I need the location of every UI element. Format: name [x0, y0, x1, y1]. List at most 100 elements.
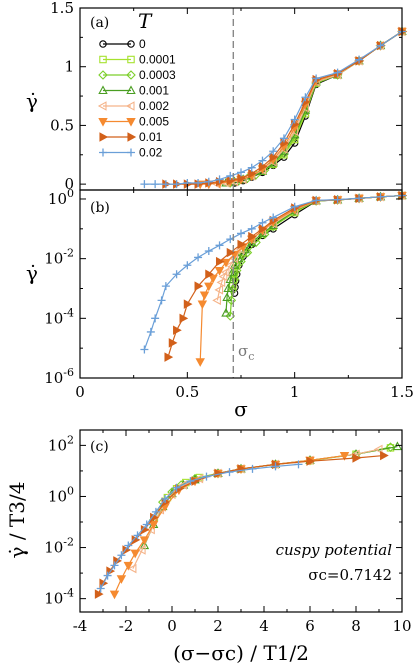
data-point-0.005 [123, 561, 134, 571]
data-point-0.005 [208, 274, 218, 284]
panel-label-a: (a) [90, 15, 109, 31]
series-line-0 [233, 194, 403, 294]
data-point-0.0003 [231, 265, 242, 276]
y-tick-exponent: 0 [67, 484, 74, 497]
data-point-0.02 [157, 296, 166, 305]
legend-marker-0.002 [97, 101, 107, 111]
x-tick-label: 1.5 [390, 383, 414, 401]
y-tick-label: 10-2 [44, 247, 74, 268]
x-tick-label: 8 [351, 617, 361, 635]
x-tick-label: 0.5 [175, 383, 199, 401]
y-tick-label: 1.5 [50, 0, 74, 17]
data-point-0.02 [290, 115, 299, 124]
legend-marker-0.01 [99, 132, 109, 142]
data-point-0.02 [140, 180, 149, 189]
x-tick-label: 2 [213, 617, 223, 635]
y-tick-label: 100 [48, 187, 74, 208]
data-point-0.01 [258, 224, 268, 234]
panel-label-c: (c) [90, 439, 109, 455]
y-tick-base: 10 [48, 190, 67, 208]
legend-marker-0 [99, 40, 107, 48]
x-tick-label: 0 [75, 383, 85, 401]
data-point-0.01 [248, 231, 257, 242]
y-tick-base: 10 [44, 369, 63, 387]
data-point-0.01 [237, 239, 247, 250]
x-tick-label: 4 [259, 617, 269, 635]
data-point-0.02 [204, 177, 213, 186]
legend-title: T [138, 9, 153, 33]
series-group-2 [94, 441, 403, 600]
legend-marker-0.005 [126, 117, 136, 127]
data-point-0.01 [94, 589, 104, 599]
data-point-0.005 [195, 358, 205, 367]
y-tick-label: 10-6 [44, 366, 74, 387]
y-tick-label: 102 [48, 433, 74, 454]
series-line-0.001 [225, 194, 403, 314]
data-point-0.002 [225, 260, 234, 270]
data-point-0.002 [373, 444, 383, 455]
y-tick-exponent: -4 [63, 587, 74, 600]
data-point-0.02 [194, 178, 203, 187]
series-group-0 [140, 26, 408, 190]
data-point-0.005 [214, 266, 225, 276]
data-point-0.001 [229, 260, 240, 269]
legend-label-0.001: 0.001 [139, 84, 169, 98]
x-tick-label: 10 [392, 617, 411, 635]
legend-marker-0.002 [125, 101, 135, 111]
data-point-0.01 [150, 512, 159, 523]
y-tick-label: 100 [48, 484, 74, 505]
legend-marker-0.005 [98, 117, 108, 127]
y-tick-label: 0 [64, 175, 74, 193]
legend-marker-0 [127, 40, 135, 48]
x-tick-label: -2 [119, 617, 134, 635]
x-tick-label: 0 [167, 617, 177, 635]
y-tick-exponent: -6 [63, 366, 74, 379]
y-tick-base: 10 [48, 487, 67, 505]
series-line-0.01 [167, 194, 403, 358]
data-point-0.01 [164, 352, 174, 362]
legend-marker-0.01 [127, 132, 137, 142]
data-point-0.01 [226, 247, 236, 258]
y-tick-base: 10 [44, 250, 63, 268]
data-point-0.02 [202, 472, 211, 481]
data-point-0.02 [279, 134, 288, 143]
series-line-0.0003 [230, 30, 403, 184]
data-point-0.01 [352, 453, 362, 463]
data-point-0.01 [168, 338, 178, 348]
data-point-0.005 [130, 549, 140, 559]
data-point-0.02 [247, 224, 256, 233]
plot-frame-0 [79, 7, 403, 191]
data-point-0.002 [216, 277, 226, 288]
data-point-0.02 [142, 520, 151, 529]
y-tick-exponent: -2 [63, 247, 74, 260]
y-tick-base: 10 [44, 309, 63, 327]
data-point-0.02 [271, 462, 280, 471]
data-point-0.01 [173, 325, 182, 335]
legend-label-0: 0 [139, 37, 146, 51]
data-point-0.005 [139, 536, 150, 546]
y-tick-label: 10-4 [44, 587, 74, 608]
data-point-0.02 [248, 464, 257, 473]
data-point-0.02 [103, 571, 112, 580]
y-axis-label-b: γ̇ [26, 261, 38, 285]
y-tick-label: 10-2 [44, 536, 74, 557]
legend-marker-0.0003 [98, 70, 108, 80]
legend-marker-0.02 [99, 148, 107, 157]
data-point-0.02 [237, 229, 245, 238]
legend-marker-0.001 [126, 85, 136, 95]
data-point-0.0003 [385, 442, 396, 452]
data-point-0.02 [355, 194, 364, 203]
data-point-0.02 [215, 241, 224, 250]
data-point-0.02 [237, 168, 245, 177]
legend-label-0.0003: 0.0003 [139, 68, 176, 82]
data-point-0.02 [215, 175, 224, 184]
data-point-0.005 [109, 590, 120, 600]
data-point-0.02 [290, 202, 299, 211]
data-point-0.02 [186, 477, 195, 486]
y-tick-label: 1 [64, 58, 74, 76]
y-axis-label-c: γ̇ / T3/4 [5, 482, 29, 559]
data-point-0.01 [194, 281, 204, 291]
data-point-0.02 [294, 460, 303, 469]
x-tick-label: 1 [290, 383, 300, 401]
